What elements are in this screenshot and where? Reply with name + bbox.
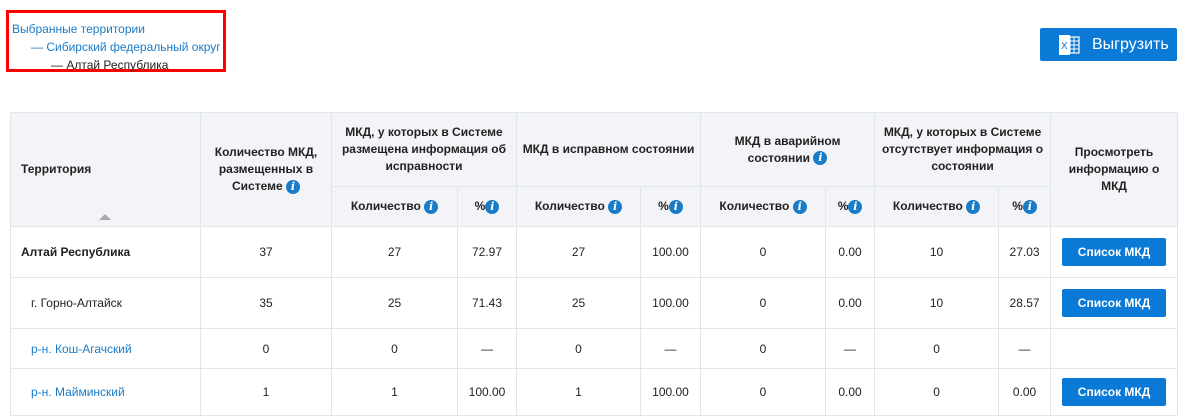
cell-total: 37 (200, 226, 332, 278)
header-view: Просмотреть информацию о МКД (1050, 112, 1179, 227)
header-total: Количество МКД, размещенных в Системе i (200, 112, 332, 227)
cell-total: 35 (200, 277, 332, 329)
subheader-count: Количество i (331, 186, 458, 227)
subheader-pct: % i (998, 186, 1052, 227)
cell-good_p: 100.00 (639, 226, 702, 278)
subheader-count: Количество i (700, 186, 827, 227)
info-icon[interactable]: i (608, 199, 623, 214)
table-row: г. Горно-Алтайск 35 25 71.43 25 100.00 0 0.00 10… (10, 277, 1179, 329)
cell-good_n: 25 (516, 277, 641, 329)
cell-info_p: 71.43 (457, 277, 517, 329)
cell-no_n: 0 (874, 368, 1000, 416)
cell-info_n: 0 (331, 328, 458, 369)
header-emergency: МКД в аварийном состоянии i (700, 112, 876, 187)
territory-name: г. Горно-Алтайск (31, 296, 122, 310)
table-row: р-н. Кош-Агачский 0 0—0—0—0— (10, 328, 1179, 369)
breadcrumb-current: — Алтай Республика (51, 58, 169, 72)
info-icon[interactable]: i (1022, 199, 1037, 214)
cell-good_n: 1 (516, 368, 641, 416)
cell-good_p: — (639, 328, 702, 369)
header-territory[interactable]: Территория (10, 112, 201, 227)
cell-info_n: 25 (331, 277, 458, 329)
mkd-list-button[interactable]: Список МКД (1061, 378, 1167, 406)
selected-territories-breadcrumb: Выбранные территории — Сибирский федерал… (6, 10, 226, 72)
territory-link[interactable]: р-н. Майминский (31, 385, 125, 399)
cell-no_p: 28.57 (998, 277, 1052, 329)
info-icon[interactable]: i (792, 199, 807, 214)
cell-good_p: 100.00 (639, 277, 702, 329)
cell-em_n: 0 (700, 277, 827, 329)
export-button[interactable]: X Выгрузить (1040, 28, 1177, 61)
cell-view (1050, 328, 1179, 369)
cell-info_n: 1 (331, 368, 458, 416)
header-good: МКД в исправном состоянии (515, 112, 702, 187)
cell-good_n: 27 (516, 226, 641, 278)
info-icon[interactable]: i (424, 199, 439, 214)
cell-em_n: 0 (700, 328, 827, 369)
table-row: р-н. Майминский 1 1 100.00 1 100.00 0 0.00 0 0.00… (10, 368, 1179, 416)
breadcrumb-root-link[interactable]: Выбранные территории (12, 22, 145, 36)
subheader-count: Количество i (516, 186, 641, 227)
breadcrumb-district-link[interactable]: — Сибирский федеральный округ (31, 40, 221, 54)
cell-info_p: 100.00 (457, 368, 517, 416)
cell-info_n: 27 (331, 226, 458, 278)
cell-good_p: 100.00 (639, 368, 702, 416)
subheader-pct: % i (639, 186, 702, 227)
info-icon[interactable]: i (966, 199, 981, 214)
mkd-list-button[interactable]: Список МКД (1061, 289, 1167, 317)
cell-em_p: 0.00 (825, 277, 876, 329)
export-label: Выгрузить (1092, 35, 1169, 53)
cell-no_p: 0.00 (998, 368, 1052, 416)
excel-icon: X (1058, 34, 1080, 56)
cell-no_p: 27.03 (998, 226, 1052, 278)
cell-good_n: 0 (516, 328, 641, 369)
header-noinfo: МКД, у которых в Системе отсутствует инф… (874, 112, 1052, 187)
header-info: МКД, у которых в Системе размещена инфор… (331, 112, 517, 187)
cell-info_p: — (457, 328, 517, 369)
subheader-count: Количество i (874, 186, 1000, 227)
subheader-pct: % i (825, 186, 876, 227)
cell-info_p: 72.97 (457, 226, 517, 278)
info-icon[interactable]: i (668, 199, 683, 214)
info-icon[interactable]: i (286, 179, 300, 194)
svg-text:X: X (1061, 41, 1068, 52)
territory-name: Алтай Республика (21, 245, 131, 259)
info-icon[interactable]: i (485, 199, 500, 214)
cell-view: Список МКД (1050, 277, 1179, 329)
info-icon[interactable]: i (813, 151, 828, 166)
cell-total: 0 (200, 328, 332, 369)
cell-view: Список МКД (1050, 368, 1179, 416)
table-row: Алтай Республика 37 27 72.97 27 100.00 0 0.00 10… (10, 226, 1179, 278)
cell-em_p: 0.00 (825, 226, 876, 278)
cell-view: Список МКД (1050, 226, 1179, 278)
info-icon[interactable]: i (848, 199, 863, 214)
cell-no_n: 0 (874, 328, 1000, 369)
territory-table: Территория Количество МКД, размещенных в… (10, 112, 1179, 416)
subheader-pct: % i (457, 186, 517, 227)
cell-no_n: 10 (874, 226, 1000, 278)
cell-em_n: 0 (700, 226, 827, 278)
cell-total: 1 (200, 368, 332, 416)
cell-em_p: — (825, 328, 876, 369)
cell-no_n: 10 (874, 277, 1000, 329)
territory-link[interactable]: р-н. Кош-Агачский (31, 341, 132, 356)
mkd-list-button[interactable]: Список МКД (1061, 238, 1167, 266)
sort-asc-icon[interactable] (99, 214, 111, 220)
cell-em_p: 0.00 (825, 368, 876, 416)
cell-no_p: — (998, 328, 1052, 369)
cell-em_n: 0 (700, 368, 827, 416)
